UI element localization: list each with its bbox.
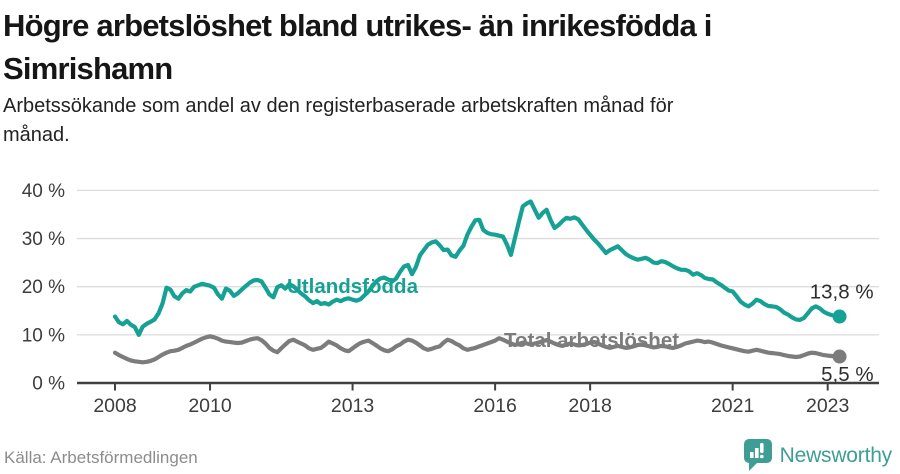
chart-subtitle: Arbetssökande som andel av den registerb…	[3, 92, 823, 150]
end-value-label: 5,5 %	[821, 363, 873, 386]
logo-exclamation-dot	[759, 454, 764, 459]
y-axis-tick-label: 10 %	[22, 325, 65, 346]
x-axis-tick-label: 2018	[568, 395, 611, 417]
series-end-dot	[832, 349, 847, 364]
y-axis-tick-label: 0 %	[32, 374, 65, 395]
x-axis-tick-label: 2010	[188, 395, 232, 417]
subtitle-line-2: månad.	[3, 124, 70, 146]
series-label: Utlandsfödda	[287, 275, 419, 298]
x-axis-tick-label: 2008	[93, 395, 136, 417]
subtitle-line-1: Arbetssökande som andel av den registerb…	[3, 95, 674, 117]
end-value-label: 13,8 %	[810, 281, 874, 304]
x-axis-tick-label: 2021	[711, 395, 754, 417]
logo-bar-tall	[754, 448, 759, 458]
page-title: Högre arbetslöshet bland utrikes- än inr…	[3, 4, 883, 90]
series-label: Total arbetslöshet	[504, 329, 679, 352]
newsworthy-wordmark: Newsworthy	[779, 444, 893, 467]
title-line-2: Simrishamn	[3, 51, 173, 86]
newsworthy-bubble-icon	[743, 439, 772, 471]
source-credit: Källa: Arbetsförmedlingen	[4, 448, 198, 467]
series-line-utlandsfodda	[112, 199, 842, 337]
x-axis-tick-label: 2016	[473, 395, 516, 417]
x-axis-tick-label: 2023	[806, 395, 849, 417]
logo-exclamation-stem	[759, 443, 764, 453]
y-axis-tick-label: 20 %	[22, 277, 65, 298]
series-line-total	[112, 334, 842, 365]
y-axis-tick-label: 40 %	[22, 181, 65, 202]
x-axis-tick-label: 2013	[331, 395, 374, 417]
y-axis-tick-label: 30 %	[22, 229, 65, 250]
series-end-dot	[832, 309, 847, 324]
logo-bar-small	[749, 452, 754, 458]
newsworthy-logo: Newsworthy	[743, 438, 892, 474]
title-line-1: Högre arbetslöshet bland utrikes- än inr…	[3, 8, 712, 43]
